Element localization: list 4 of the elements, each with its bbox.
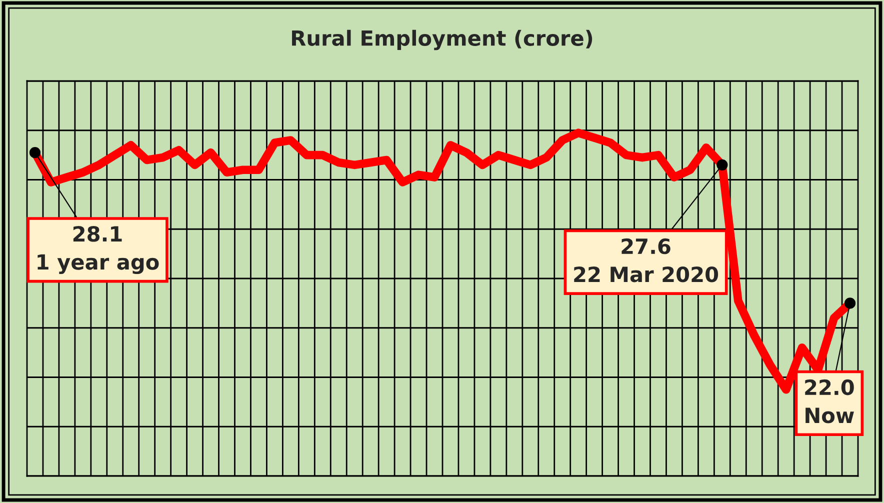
data-label: 27.6 22 Mar 2020 [574,238,718,282]
chart-title: Rural Employment (crore) [292,30,592,50]
data-label: 22.0 Now [805,379,854,424]
data-label: 28.1 1 year ago [38,226,159,274]
